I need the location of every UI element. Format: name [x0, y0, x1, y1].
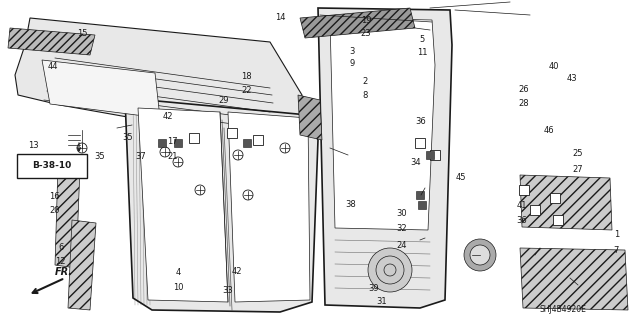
- Text: 24: 24: [397, 241, 407, 250]
- Text: 41: 41: [516, 201, 527, 210]
- Text: 26: 26: [518, 85, 529, 94]
- Circle shape: [77, 143, 87, 153]
- Text: 9: 9: [349, 59, 355, 68]
- Text: SHJ4B4920E: SHJ4B4920E: [540, 306, 587, 315]
- Text: 35: 35: [123, 133, 133, 142]
- Polygon shape: [228, 112, 310, 302]
- Polygon shape: [298, 95, 322, 140]
- Text: 8: 8: [362, 91, 367, 100]
- Bar: [227, 128, 237, 138]
- Polygon shape: [330, 18, 435, 230]
- Text: 42: 42: [163, 112, 173, 121]
- Text: B-38-10: B-38-10: [33, 161, 72, 170]
- Text: 17: 17: [168, 137, 178, 146]
- Circle shape: [233, 150, 243, 160]
- Text: 38: 38: [346, 200, 356, 209]
- Bar: [415, 138, 425, 148]
- Bar: [158, 139, 166, 147]
- Text: 14: 14: [275, 13, 285, 22]
- Text: 35: 35: [94, 152, 104, 161]
- Polygon shape: [318, 8, 452, 308]
- Polygon shape: [8, 28, 95, 55]
- Circle shape: [243, 190, 253, 200]
- Circle shape: [470, 245, 490, 265]
- Text: 21: 21: [168, 152, 178, 161]
- FancyBboxPatch shape: [17, 154, 87, 178]
- Text: 31: 31: [376, 297, 387, 306]
- Bar: [550, 193, 560, 203]
- Text: 19: 19: [361, 16, 371, 25]
- Text: 12: 12: [56, 257, 66, 266]
- Text: 29: 29: [219, 96, 229, 105]
- Text: 3: 3: [349, 47, 355, 56]
- Text: 16: 16: [49, 192, 60, 201]
- Text: 46: 46: [544, 126, 554, 135]
- Circle shape: [160, 147, 170, 157]
- Text: 42: 42: [232, 267, 242, 276]
- Text: 15: 15: [77, 29, 87, 38]
- Text: 28: 28: [518, 99, 529, 108]
- Text: 18: 18: [241, 72, 252, 81]
- Text: 32: 32: [397, 224, 407, 233]
- Text: 7: 7: [614, 246, 619, 255]
- Polygon shape: [520, 248, 628, 310]
- Polygon shape: [520, 175, 612, 230]
- Text: 10: 10: [173, 283, 183, 292]
- Text: 30: 30: [397, 209, 407, 218]
- Circle shape: [280, 143, 290, 153]
- Circle shape: [173, 157, 183, 167]
- Bar: [418, 201, 426, 209]
- Bar: [189, 133, 199, 143]
- Text: 4: 4: [175, 268, 180, 277]
- Polygon shape: [138, 108, 228, 302]
- Text: 39: 39: [368, 284, 378, 293]
- Text: 2: 2: [362, 77, 367, 86]
- Text: 27: 27: [573, 165, 583, 174]
- Text: FR.: FR.: [55, 267, 73, 277]
- Text: 43: 43: [566, 74, 577, 83]
- Text: 36: 36: [516, 216, 527, 225]
- Circle shape: [464, 239, 496, 271]
- Bar: [530, 205, 540, 215]
- Polygon shape: [15, 18, 302, 145]
- Text: 45: 45: [456, 173, 466, 182]
- Text: 44: 44: [47, 63, 58, 71]
- Text: 22: 22: [241, 86, 252, 95]
- Polygon shape: [68, 220, 96, 310]
- Bar: [416, 191, 424, 199]
- Bar: [174, 139, 182, 147]
- Bar: [519, 185, 529, 195]
- Polygon shape: [300, 8, 415, 38]
- Text: 23: 23: [361, 29, 371, 38]
- Bar: [430, 150, 440, 160]
- Bar: [243, 139, 251, 147]
- Polygon shape: [55, 165, 80, 268]
- Text: 36: 36: [415, 117, 426, 126]
- Text: 6: 6: [58, 243, 63, 252]
- Bar: [426, 151, 434, 159]
- Text: 11: 11: [417, 48, 428, 57]
- Circle shape: [195, 185, 205, 195]
- Bar: [553, 215, 563, 225]
- Polygon shape: [125, 98, 318, 312]
- Bar: [253, 135, 263, 145]
- Text: 25: 25: [573, 149, 583, 158]
- Text: 5: 5: [420, 35, 425, 44]
- Circle shape: [368, 248, 412, 292]
- Text: 1: 1: [614, 230, 619, 239]
- Text: 13: 13: [28, 141, 38, 150]
- Text: 34: 34: [411, 158, 421, 167]
- Polygon shape: [42, 60, 160, 118]
- Text: 20: 20: [49, 206, 60, 215]
- Text: 40: 40: [548, 63, 559, 71]
- Text: 33: 33: [222, 286, 232, 295]
- Text: 37: 37: [136, 152, 146, 161]
